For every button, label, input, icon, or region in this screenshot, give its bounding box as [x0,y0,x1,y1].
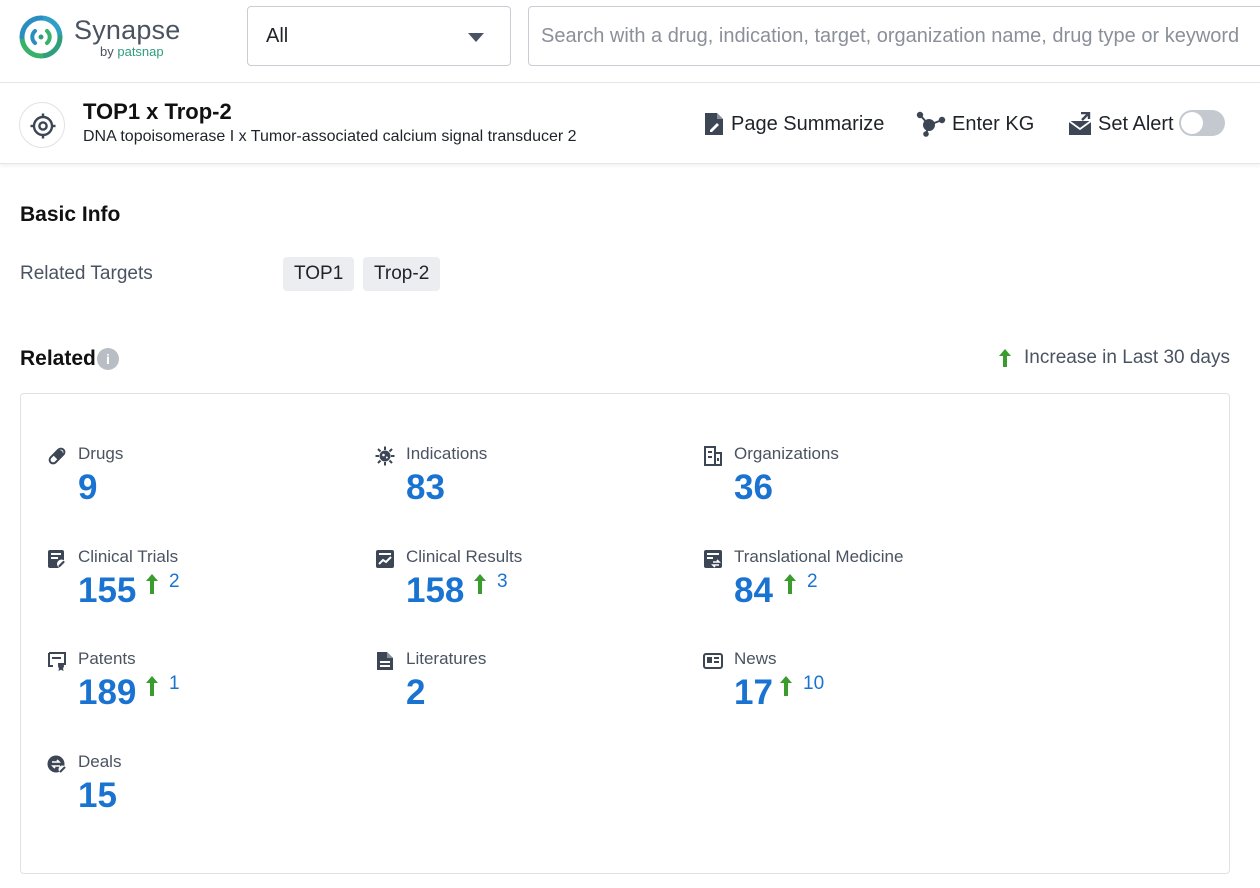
arrow-up-icon [783,573,797,595]
stat-increase: 2 [145,571,180,595]
patent-icon [47,651,67,671]
stat-increase: 2 [783,571,818,595]
byline-prefix: by [100,44,114,59]
set-alert-label: Set Alert [1098,113,1174,136]
deals-icon [47,754,67,774]
stat-clinical-results[interactable]: Clinical Results 158 3 [375,547,675,637]
stat-increase-value: 10 [803,673,824,695]
target-tag-top1[interactable]: TOP1 [283,257,354,291]
chart-doc-icon [375,549,395,569]
pill-icon [47,446,67,466]
stat-increase-value: 2 [169,571,180,593]
stat-label: News [734,649,777,669]
stat-count[interactable]: 15 [78,776,117,816]
caret-down-icon [468,33,484,42]
increase-legend-label: Increase in Last 30 days [1024,347,1230,369]
stat-indications[interactable]: Indications 83 [375,444,675,534]
related-targets-label: Related Targets [20,263,153,285]
stat-label: Deals [78,752,121,772]
app-byline: by patsnap [100,44,164,59]
stat-label: Clinical Results [406,547,522,567]
synapse-logo[interactable]: Synapse by patsnap [18,14,188,66]
enter-kg-button[interactable]: Enter KG [916,110,1034,138]
stat-increase: 10 [779,673,824,697]
stat-label: Literatures [406,649,486,669]
stat-literatures[interactable]: Literatures 2 [375,649,675,739]
set-alert-button[interactable]: Set Alert [1068,110,1174,138]
arrow-up-icon [145,675,159,697]
stat-count[interactable]: 84 [734,571,773,611]
building-icon [703,446,723,466]
stat-count[interactable]: 2 [406,673,425,713]
translational-icon [703,549,723,569]
stat-count[interactable]: 17 [734,673,773,713]
stat-count[interactable]: 155 [78,571,136,611]
arrow-up-icon [779,675,793,697]
page-subtitle: DNA topoisomerase I x Tumor-associated c… [83,128,577,146]
target-icon [19,102,65,148]
synapse-logo-icon [18,14,64,60]
search-input[interactable] [541,21,1260,51]
stat-organizations[interactable]: Organizations 36 [703,444,1003,534]
knowledge-graph-icon [916,111,946,137]
byline-brand: patsnap [117,44,163,59]
newspaper-icon [703,651,723,671]
app-name: Synapse [74,15,180,46]
stat-label: Clinical Trials [78,547,178,567]
stat-increase-value: 3 [497,571,508,593]
stat-increase: 1 [145,673,180,697]
stat-clinical-trials[interactable]: Clinical Trials 155 2 [47,547,347,637]
stat-increase-value: 1 [169,673,180,695]
basic-info-heading: Basic Info [20,203,120,227]
stat-count[interactable]: 36 [734,468,773,508]
alert-mail-icon [1068,112,1092,136]
info-icon[interactable]: i [97,348,119,370]
arrow-up-icon [998,348,1012,368]
arrow-up-icon [473,573,487,595]
stat-count[interactable]: 9 [78,468,97,508]
stat-label: Drugs [78,444,123,464]
virus-icon [375,446,395,466]
stat-drugs[interactable]: Drugs 9 [47,444,347,534]
entity-header: TOP1 x Trop-2 DNA topoisomerase I x Tumo… [0,83,1260,164]
stat-increase: 3 [473,571,508,595]
stat-translational-medicine[interactable]: Translational Medicine 84 2 [703,547,1003,637]
search-scope-select[interactable]: All [247,6,511,66]
stat-label: Organizations [734,444,839,464]
clinical-trials-icon [47,549,67,569]
search-scope-value: All [266,25,288,48]
summarize-doc-icon [703,112,725,136]
top-bar: Synapse by patsnap All [0,0,1260,83]
stat-patents[interactable]: Patents 189 1 [47,649,347,739]
increase-legend: Increase in Last 30 days [998,347,1230,369]
stat-count[interactable]: 189 [78,673,136,713]
enter-kg-label: Enter KG [952,113,1034,136]
stat-count[interactable]: 158 [406,571,464,611]
arrow-up-icon [145,573,159,595]
page-summarize-label: Page Summarize [731,113,884,136]
related-stats-card: Drugs 9 Indications 83 Organizations 36 [20,393,1230,874]
set-alert-toggle[interactable] [1179,110,1225,136]
page-summarize-button[interactable]: Page Summarize [703,110,884,138]
target-tag-trop2[interactable]: Trop-2 [363,257,440,291]
toggle-knob [1181,112,1203,134]
stat-label: Patents [78,649,136,669]
stat-label: Translational Medicine [734,547,903,567]
stat-deals[interactable]: Deals 15 [47,752,347,842]
stat-news[interactable]: News 17 10 [703,649,1003,739]
page-title: TOP1 x Trop-2 [83,99,232,125]
search-box[interactable] [528,6,1260,66]
stat-label: Indications [406,444,487,464]
related-heading: Related [20,347,96,371]
stat-increase-value: 2 [807,571,818,593]
stat-count[interactable]: 83 [406,468,445,508]
document-icon [375,651,395,671]
